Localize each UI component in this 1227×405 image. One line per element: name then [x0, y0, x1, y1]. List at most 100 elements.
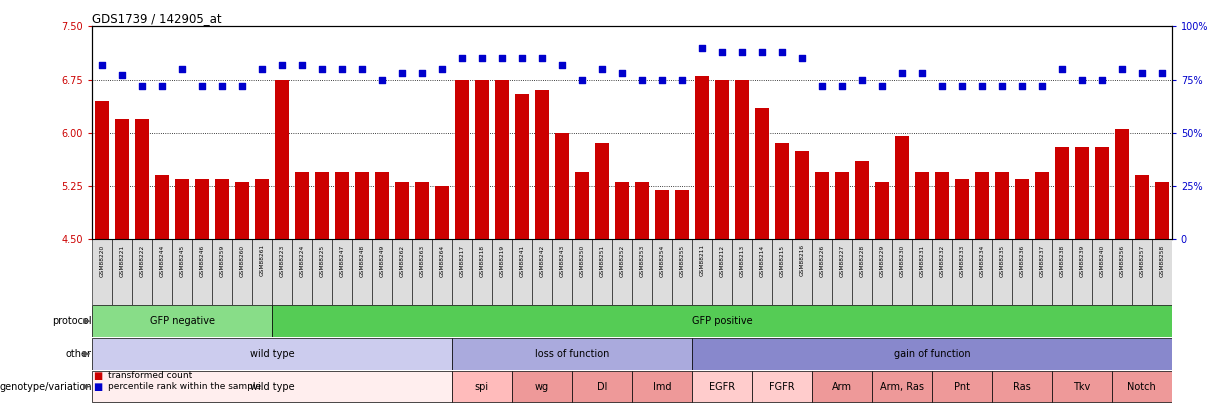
Text: GSM88218: GSM88218	[480, 245, 485, 277]
Point	[452, 55, 471, 62]
Text: GSM88258: GSM88258	[1160, 245, 1164, 277]
Point	[292, 62, 312, 68]
Bar	[494, 79, 509, 239]
Bar	[1034, 172, 1049, 239]
FancyBboxPatch shape	[912, 239, 931, 305]
FancyBboxPatch shape	[1052, 239, 1072, 305]
FancyBboxPatch shape	[152, 239, 172, 305]
Text: gain of function: gain of function	[893, 349, 971, 359]
FancyBboxPatch shape	[1112, 371, 1172, 402]
Bar	[255, 179, 269, 239]
Text: GSM88254: GSM88254	[659, 245, 664, 277]
Bar	[1094, 147, 1109, 239]
Text: GSM88227: GSM88227	[839, 245, 844, 277]
Point	[912, 70, 931, 77]
Text: GSM88238: GSM88238	[1059, 245, 1064, 277]
Bar	[935, 172, 948, 239]
Text: Tkv: Tkv	[1074, 382, 1091, 392]
Bar	[135, 119, 148, 239]
Bar	[1015, 179, 1028, 239]
Bar	[955, 179, 969, 239]
FancyBboxPatch shape	[791, 239, 812, 305]
Point	[972, 83, 991, 89]
Text: GSM88217: GSM88217	[459, 245, 465, 277]
FancyBboxPatch shape	[292, 239, 312, 305]
Bar	[236, 182, 249, 239]
Text: Dl: Dl	[596, 382, 607, 392]
Text: Notch: Notch	[1128, 382, 1156, 392]
Point	[872, 83, 892, 89]
Text: Ras: Ras	[1014, 382, 1031, 392]
Text: GSM88224: GSM88224	[299, 245, 304, 277]
Text: GDS1739 / 142905_at: GDS1739 / 142905_at	[92, 12, 222, 25]
FancyBboxPatch shape	[652, 239, 672, 305]
FancyBboxPatch shape	[472, 239, 492, 305]
Text: GSM88248: GSM88248	[360, 245, 364, 277]
FancyBboxPatch shape	[1152, 239, 1172, 305]
FancyBboxPatch shape	[572, 371, 632, 402]
Bar	[275, 79, 290, 239]
Text: protocol: protocol	[52, 316, 92, 326]
Text: wg: wg	[535, 382, 548, 392]
Text: wild type: wild type	[249, 349, 294, 359]
FancyBboxPatch shape	[333, 239, 352, 305]
Text: GSM88247: GSM88247	[340, 245, 345, 277]
Text: GSM88236: GSM88236	[1020, 245, 1025, 277]
FancyBboxPatch shape	[92, 305, 272, 337]
Text: GSM88233: GSM88233	[960, 245, 964, 277]
FancyBboxPatch shape	[372, 239, 391, 305]
Point	[1072, 76, 1092, 83]
FancyBboxPatch shape	[731, 239, 752, 305]
Bar	[815, 172, 829, 239]
Bar	[535, 90, 548, 239]
Bar	[694, 76, 709, 239]
Bar	[634, 182, 649, 239]
FancyBboxPatch shape	[533, 239, 552, 305]
Bar	[434, 186, 449, 239]
Point	[1032, 83, 1052, 89]
Bar	[595, 143, 609, 239]
Point	[112, 72, 131, 79]
FancyBboxPatch shape	[412, 239, 432, 305]
FancyBboxPatch shape	[1092, 239, 1112, 305]
FancyBboxPatch shape	[812, 371, 872, 402]
Text: GSM88215: GSM88215	[779, 245, 784, 277]
FancyBboxPatch shape	[692, 371, 752, 402]
Text: GSM88242: GSM88242	[540, 245, 545, 277]
Text: spi: spi	[475, 382, 490, 392]
Text: GSM88225: GSM88225	[319, 245, 324, 277]
FancyBboxPatch shape	[512, 371, 572, 402]
Bar	[995, 172, 1009, 239]
Point	[333, 66, 352, 72]
Text: GSM88222: GSM88222	[140, 245, 145, 277]
Bar	[855, 161, 869, 239]
FancyBboxPatch shape	[172, 239, 191, 305]
Text: GSM88229: GSM88229	[880, 245, 885, 277]
Bar	[1135, 175, 1148, 239]
Point	[812, 83, 832, 89]
FancyBboxPatch shape	[312, 239, 333, 305]
Point	[492, 55, 512, 62]
Text: GSM88211: GSM88211	[699, 245, 704, 277]
Bar	[1115, 129, 1129, 239]
Point	[372, 76, 391, 83]
Text: GSM88251: GSM88251	[600, 245, 605, 277]
FancyBboxPatch shape	[852, 239, 872, 305]
Point	[352, 66, 372, 72]
FancyBboxPatch shape	[1012, 239, 1032, 305]
Bar	[795, 151, 809, 239]
Point	[133, 83, 152, 89]
FancyBboxPatch shape	[672, 239, 692, 305]
Text: GSM88239: GSM88239	[1080, 245, 1085, 277]
FancyBboxPatch shape	[432, 239, 452, 305]
Point	[432, 66, 452, 72]
Text: GSM88246: GSM88246	[200, 245, 205, 277]
Text: ■: ■	[93, 371, 103, 381]
Point	[1152, 70, 1172, 77]
FancyBboxPatch shape	[92, 371, 452, 402]
Point	[152, 83, 172, 89]
Text: GSM88243: GSM88243	[560, 245, 564, 277]
Text: genotype/variation: genotype/variation	[0, 382, 92, 392]
Text: GFP positive: GFP positive	[692, 316, 752, 326]
Text: GSM88263: GSM88263	[420, 245, 425, 277]
